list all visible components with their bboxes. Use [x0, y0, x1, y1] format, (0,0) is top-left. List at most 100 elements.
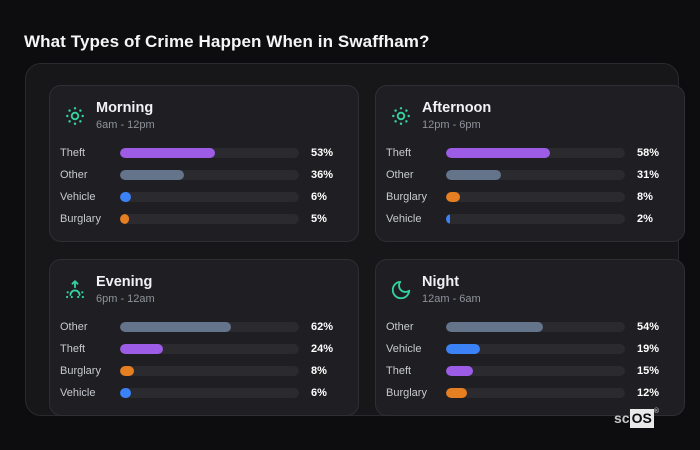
bar-fill: [120, 388, 131, 398]
bar-fill: [446, 388, 468, 398]
bar-rows: Theft 58% Other 31% Burglary 8% Vehicle …: [386, 147, 674, 225]
bar-category-label: Burglary: [386, 191, 427, 203]
bar-track: [120, 170, 299, 180]
bar-value-label: 31%: [637, 169, 660, 181]
panel-heading: Afternoon 12pm - 6pm: [422, 100, 491, 132]
bar-track: [446, 388, 625, 398]
bar-fill: [120, 344, 163, 354]
panel-title: Evening: [96, 274, 153, 291]
bar-fill: [120, 366, 135, 376]
bar-category-label: Burglary: [60, 365, 101, 377]
panel-subtitle: 12pm - 6pm: [422, 118, 481, 131]
bar-row: Other 31%: [386, 169, 674, 181]
panel-title: Afternoon: [422, 100, 492, 117]
bar-fill: [446, 170, 502, 180]
bar-category-label: Theft: [60, 343, 86, 355]
bar-value-label: 8%: [311, 365, 327, 377]
sunrise-icon: [66, 280, 84, 299]
time-period-panel-afternoon: Afternoon 12pm - 6pm Theft 58% Other 31%…: [375, 85, 685, 242]
moon-icon-wrap: [388, 277, 414, 303]
panel-title: Morning: [96, 100, 154, 117]
bar-category-label: Theft: [60, 147, 86, 159]
panel-header: Morning 6am - 12pm: [62, 99, 348, 133]
bar-value-label: 36%: [311, 169, 334, 181]
bar-fill: [120, 148, 215, 158]
bar-row: Vehicle 6%: [60, 191, 348, 203]
bar-fill: [120, 192, 131, 202]
bar-row: Other 36%: [60, 169, 348, 181]
panels-grid: Morning 6am - 12pm Theft 53% Other 36% V…: [49, 85, 685, 416]
panel-header: Afternoon 12pm - 6pm: [388, 99, 674, 133]
panel-title: Night: [422, 274, 460, 291]
scos-logo: sc OS ®: [614, 408, 659, 428]
sunrise-icon-wrap: [62, 277, 88, 303]
bar-track: [446, 344, 625, 354]
bar-row: Burglary 8%: [386, 191, 674, 203]
time-period-panel-night: Night 12am - 6am Other 54% Vehicle 19% T…: [375, 259, 685, 416]
bar-row: Burglary 8%: [60, 365, 348, 377]
bar-track: [120, 322, 299, 332]
bar-category-label: Theft: [386, 147, 412, 159]
bar-value-label: 15%: [637, 365, 660, 377]
bar-category-label: Other: [60, 169, 88, 181]
moon-icon: [391, 280, 411, 300]
bar-fill: [120, 170, 185, 180]
bar-category-label: Theft: [386, 365, 412, 377]
bar-fill: [446, 192, 461, 202]
bar-value-label: 2%: [637, 213, 653, 225]
scos-logo-brand: OS: [629, 409, 654, 428]
bar-value-label: 6%: [311, 191, 327, 203]
bar-row: Other 62%: [60, 321, 348, 333]
bar-row: Other 54%: [386, 321, 674, 333]
bar-category-label: Burglary: [60, 213, 101, 225]
panel-heading: Morning 6am - 12pm: [96, 100, 155, 132]
sun-icon-wrap: [62, 103, 88, 129]
bar-value-label: 62%: [311, 321, 334, 333]
bar-row: Vehicle 6%: [60, 387, 348, 399]
bar-track: [120, 148, 299, 158]
panel-header: Night 12am - 6am: [388, 273, 674, 307]
bar-fill: [120, 214, 129, 224]
bar-fill: [120, 322, 231, 332]
bar-track: [446, 214, 625, 224]
sun-icon-wrap: [388, 103, 414, 129]
panel-subtitle: 6am - 12pm: [96, 118, 155, 131]
bar-value-label: 5%: [311, 213, 327, 225]
bar-row: Theft 58%: [386, 147, 674, 159]
page-title: What Types of Crime Happen When in Swaff…: [24, 32, 430, 52]
bar-row: Theft 24%: [60, 343, 348, 355]
bar-value-label: 8%: [637, 191, 653, 203]
bar-value-label: 12%: [637, 387, 660, 399]
bar-category-label: Vehicle: [60, 191, 96, 203]
bar-value-label: 54%: [637, 321, 660, 333]
bar-row: Burglary 5%: [60, 213, 348, 225]
bar-row: Vehicle 2%: [386, 213, 674, 225]
bar-value-label: 58%: [637, 147, 660, 159]
panel-subtitle: 12am - 6am: [422, 292, 481, 305]
scos-logo-prefix: sc: [614, 410, 630, 426]
bar-row: Theft 15%: [386, 365, 674, 377]
panel-header: Evening 6pm - 12am: [62, 273, 348, 307]
bar-track: [446, 322, 625, 332]
bar-value-label: 53%: [311, 147, 334, 159]
bar-track: [446, 192, 625, 202]
bar-fill: [446, 322, 543, 332]
bar-track: [120, 192, 299, 202]
bar-fill: [446, 214, 450, 224]
time-period-panel-evening: Evening 6pm - 12am Other 62% Theft 24% B…: [49, 259, 359, 416]
bar-rows: Other 62% Theft 24% Burglary 8% Vehicle …: [60, 321, 348, 399]
bar-category-label: Burglary: [386, 387, 427, 399]
bar-category-label: Other: [386, 169, 414, 181]
bar-category-label: Other: [60, 321, 88, 333]
time-period-panel-morning: Morning 6am - 12pm Theft 53% Other 36% V…: [49, 85, 359, 242]
bar-track: [120, 344, 299, 354]
bar-rows: Theft 53% Other 36% Vehicle 6% Burglary …: [60, 147, 348, 225]
bar-value-label: 6%: [311, 387, 327, 399]
bar-row: Theft 53%: [60, 147, 348, 159]
bar-category-label: Other: [386, 321, 414, 333]
sun-icon: [392, 107, 410, 125]
bar-fill: [446, 344, 480, 354]
bar-track: [446, 170, 625, 180]
bar-track: [446, 148, 625, 158]
bar-row: Vehicle 19%: [386, 343, 674, 355]
